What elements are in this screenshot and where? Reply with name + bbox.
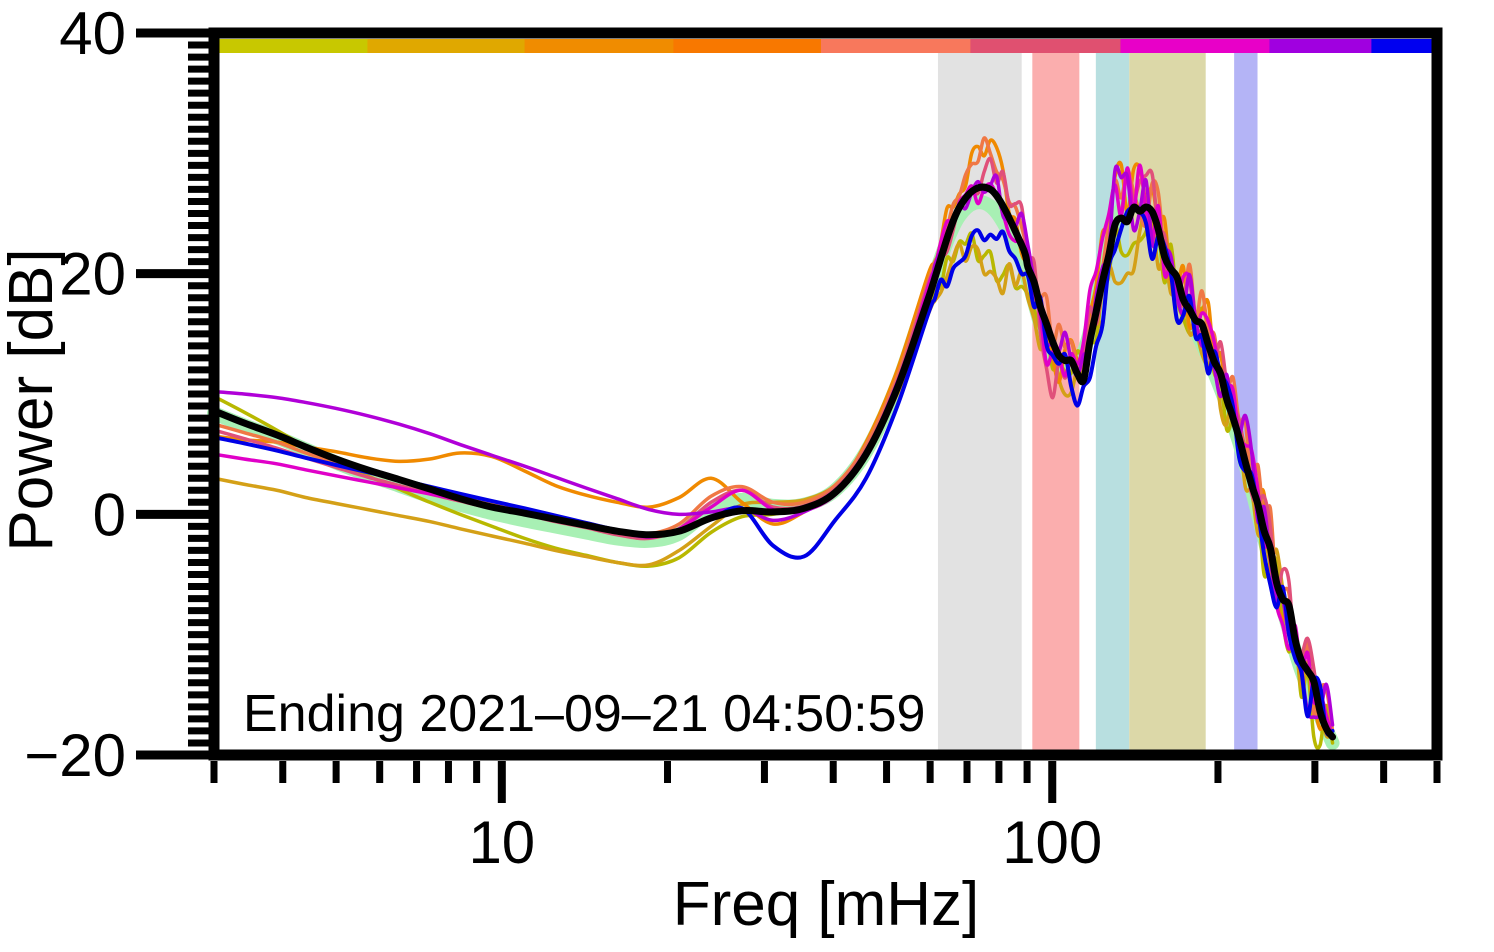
band-khaki (1129, 53, 1206, 755)
axis-ticks-group (136, 28, 1441, 803)
colorbar-seg-1 (214, 39, 369, 53)
x-tick-label: 100 (1002, 809, 1102, 876)
x-tick-label: 10 (468, 809, 535, 876)
colorbar-seg-6 (970, 39, 1122, 53)
ending-timestamp-annotation: Ending 2021–09–21 04:50:59 (243, 685, 925, 743)
axis-tick-labels-group: 10 100 −20 0 20 40 (24, 0, 1102, 876)
band-periwinkle (1234, 53, 1258, 755)
colorbar-seg-7 (1120, 39, 1271, 53)
y-tick-label: 0 (93, 481, 126, 548)
y-axis-title: Power [dB] (0, 248, 66, 551)
colorbar-seg-2 (367, 39, 526, 53)
spectra-curves-group (207, 136, 1340, 750)
plot-frame (208, 27, 1443, 761)
colorbar-seg-8 (1269, 39, 1373, 53)
y-tick-label: −20 (24, 722, 126, 789)
curve-mean (210, 183, 1337, 741)
band-lightblue (1095, 53, 1130, 755)
axis-frame-group (208, 27, 1443, 761)
colorbar-seg-9 (1371, 39, 1438, 53)
x-axis-title: Freq [mHz] (673, 870, 980, 939)
colorbar-seg-3 (524, 39, 675, 53)
shaded-bands-group (937, 53, 1258, 755)
y-tick-label: 20 (59, 241, 126, 308)
top-colorbar-group (214, 39, 1438, 53)
band-gray (937, 53, 1022, 755)
band-pink (1032, 53, 1080, 755)
colorbar-seg-4 (673, 39, 822, 53)
colorbar-seg-5 (820, 39, 972, 53)
y-tick-label: 40 (59, 0, 126, 67)
